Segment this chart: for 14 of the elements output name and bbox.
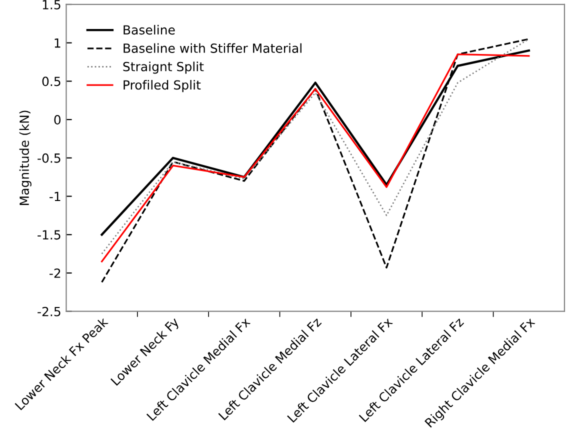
y-tick-label: 0.5 <box>42 76 60 86</box>
y-axis-title: Magnitude (kN) <box>19 110 32 205</box>
legend-label: Baseline with Stiffer Material <box>124 43 302 53</box>
y-tick-label: -2.5 <box>38 306 60 316</box>
legend-label: Straignt Split <box>123 62 204 74</box>
y-tick-label: -2 <box>50 268 60 278</box>
y-tick-label: -1 <box>50 192 60 202</box>
y-tick-label: 1.5 <box>42 0 60 10</box>
y-tick-label: 1 <box>54 38 60 48</box>
legend-label: Profiled Split <box>124 80 201 92</box>
legend-label: Baseline <box>124 24 175 35</box>
y-tick-label: 0 <box>54 115 61 124</box>
y-tick-label: -1.5 <box>38 230 60 240</box>
y-tick-label: -0.5 <box>38 153 60 163</box>
